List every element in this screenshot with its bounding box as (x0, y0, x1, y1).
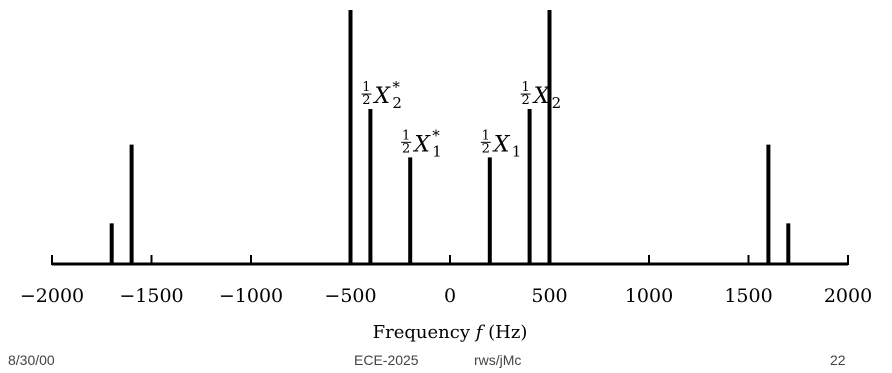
x-axis-ticks: −2000 −1500 −1000 −500 0 500 1000 1500 2000 (20, 255, 872, 307)
footer-page-number: 22 (830, 352, 846, 368)
fraction-denominator: 2 (362, 93, 370, 108)
spectral-lines (109, 10, 791, 264)
line-labels: 12 X *212 X *112 X 112 X 2 (361, 78, 561, 160)
spectral-line-label: 12 X *2 (361, 78, 402, 112)
variable-subscript: 1 (432, 142, 442, 160)
fraction-denominator: 2 (402, 141, 410, 156)
x-axis-title-part: (Hz) (482, 322, 527, 343)
spectral-line-label: 12 X *1 (401, 126, 442, 160)
variable-subscript: 2 (552, 94, 562, 112)
x-tick-label: −2000 (20, 285, 84, 307)
fraction-denominator: 2 (521, 93, 529, 108)
x-tick-label: 2000 (824, 285, 872, 307)
fraction-numerator: 1 (482, 128, 490, 143)
footer-course: ECE-2025 (354, 352, 419, 368)
x-tick-label: 1000 (625, 285, 673, 307)
variable-symbol: X (492, 132, 511, 157)
x-tick-label: 0 (444, 285, 456, 307)
variable-symbol: X (412, 132, 431, 157)
x-tick-label: 500 (531, 285, 567, 307)
fraction-denominator: 2 (482, 141, 490, 156)
conjugate-superscript: * (392, 78, 400, 96)
fraction-numerator: 1 (402, 128, 410, 143)
x-axis-title-part: Frequency (373, 322, 471, 343)
variable-symbol: X (532, 84, 551, 109)
x-tick-label: −500 (324, 285, 376, 307)
spectral-line-label: 12 X 2 (520, 80, 562, 112)
x-axis-title: Frequency f (Hz) (373, 322, 528, 343)
x-tick-label: −1500 (119, 285, 183, 307)
conjugate-superscript: * (432, 126, 440, 144)
variable-subscript: 2 (392, 94, 402, 112)
fraction-numerator: 1 (521, 80, 529, 95)
x-axis-title-part: f (470, 322, 486, 343)
fraction-numerator: 1 (362, 80, 370, 95)
variable-subscript: 1 (512, 142, 522, 160)
variable-symbol: X (372, 84, 391, 109)
spectral-line-label: 12 X 1 (480, 128, 522, 160)
footer-authors: rws/jMc (474, 352, 522, 368)
x-tick-label: 1500 (724, 285, 772, 307)
x-tick-label: −1000 (219, 285, 283, 307)
footer-date: 8/30/00 (8, 352, 55, 368)
